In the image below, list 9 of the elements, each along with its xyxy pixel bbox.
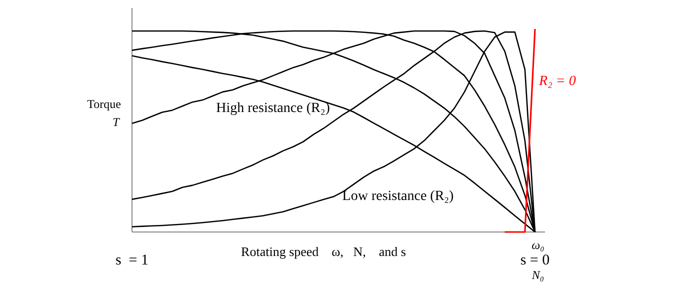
series-label: R₂ = 0: [538, 74, 576, 89]
text: s = 0: [520, 252, 550, 268]
text: s = 1: [115, 252, 149, 268]
y-axis-title: Torque T: [87, 97, 121, 129]
text: ω₀: [532, 238, 544, 252]
annotation: Low resistance (R₂): [342, 189, 454, 204]
text: N₀: [530, 268, 544, 282]
annotation: High resistance (R₂): [216, 101, 330, 116]
x-axis-title: Rotating speed ω, N, and s: [241, 244, 406, 259]
